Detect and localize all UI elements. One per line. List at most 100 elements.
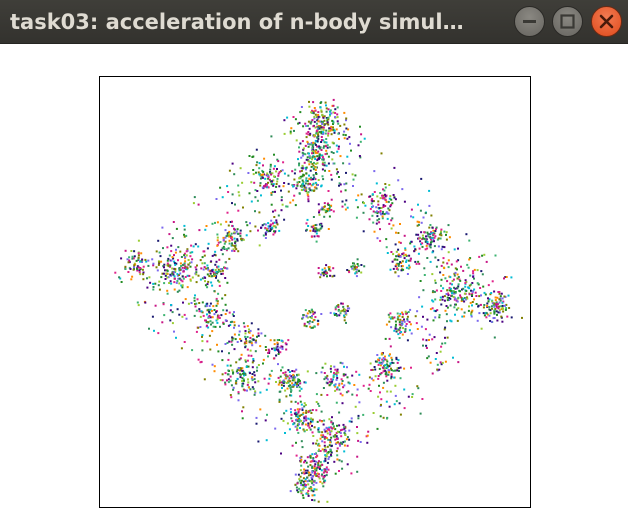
particle xyxy=(217,292,220,295)
particle xyxy=(318,405,321,407)
particle xyxy=(185,317,188,320)
particle xyxy=(322,274,325,277)
particle xyxy=(497,307,500,310)
title-bar[interactable]: task03: acceleration of n-body simul… xyxy=(0,0,628,44)
particle xyxy=(377,377,380,380)
particle xyxy=(406,339,409,342)
particle xyxy=(278,381,281,384)
particle xyxy=(266,172,269,175)
particle xyxy=(264,226,267,229)
particle xyxy=(231,336,234,339)
particle xyxy=(140,252,143,255)
particle xyxy=(314,470,316,473)
particle xyxy=(272,210,274,213)
particle xyxy=(270,180,273,183)
particle xyxy=(386,379,389,382)
particle xyxy=(244,346,247,349)
particle xyxy=(434,256,437,259)
particle xyxy=(402,252,405,255)
particle xyxy=(244,359,247,362)
particle xyxy=(462,299,465,302)
particle xyxy=(205,225,208,227)
simulation-canvas[interactable] xyxy=(99,76,531,508)
particle xyxy=(326,432,329,435)
particle xyxy=(435,226,438,229)
particle xyxy=(178,313,181,316)
particle xyxy=(413,250,416,253)
particle xyxy=(290,411,292,414)
particle xyxy=(380,207,383,209)
particle xyxy=(249,372,251,375)
particle xyxy=(483,314,486,317)
particle xyxy=(246,348,249,351)
particle xyxy=(268,350,271,353)
particle xyxy=(232,386,235,389)
particle xyxy=(291,379,294,382)
particle xyxy=(186,267,189,270)
particle xyxy=(209,272,212,275)
particle xyxy=(430,238,432,241)
particle xyxy=(316,119,319,122)
particle xyxy=(312,189,315,192)
particle xyxy=(362,230,365,233)
particle xyxy=(328,444,331,447)
particle xyxy=(216,236,219,239)
particle xyxy=(185,254,188,257)
particle xyxy=(406,318,409,321)
particle xyxy=(423,231,426,234)
particle xyxy=(446,262,449,265)
maximize-button[interactable] xyxy=(552,6,583,37)
particle xyxy=(343,314,345,317)
particle xyxy=(315,475,318,477)
particle xyxy=(321,448,324,451)
particle xyxy=(182,270,185,273)
particle xyxy=(250,377,253,380)
particle xyxy=(395,231,397,234)
particle xyxy=(298,121,301,124)
particle xyxy=(500,305,503,308)
particle xyxy=(316,115,319,118)
particle xyxy=(402,268,405,271)
particle xyxy=(389,362,392,365)
particle xyxy=(324,430,327,433)
particle xyxy=(314,463,317,466)
particle xyxy=(317,131,320,134)
particle xyxy=(386,217,389,220)
particle xyxy=(233,250,236,252)
particle xyxy=(300,464,303,467)
particle xyxy=(383,189,386,192)
particle xyxy=(311,147,314,149)
particle xyxy=(391,316,394,319)
particle xyxy=(302,411,305,414)
particle xyxy=(464,282,467,285)
particle xyxy=(508,307,511,309)
particle xyxy=(296,427,299,430)
particle xyxy=(175,227,178,230)
particle xyxy=(313,311,316,314)
particle xyxy=(445,313,448,316)
particle xyxy=(264,232,267,234)
particle xyxy=(381,194,384,197)
particle xyxy=(309,464,312,467)
particle xyxy=(186,286,189,289)
particle xyxy=(181,280,184,283)
particle xyxy=(387,207,390,210)
particle xyxy=(277,172,280,175)
close-button[interactable] xyxy=(591,6,622,37)
particle xyxy=(311,499,314,501)
particle xyxy=(237,232,239,235)
particle xyxy=(303,484,306,487)
particle xyxy=(345,313,348,316)
particle xyxy=(401,265,404,268)
particle xyxy=(403,320,406,323)
particle xyxy=(443,246,446,249)
particle xyxy=(273,357,276,360)
particle xyxy=(183,228,186,231)
particle xyxy=(365,435,368,438)
particle xyxy=(257,440,260,443)
particle xyxy=(310,120,313,123)
particle xyxy=(181,286,184,289)
minimize-button[interactable] xyxy=(514,6,545,37)
particle xyxy=(438,314,441,316)
particle xyxy=(495,303,498,306)
